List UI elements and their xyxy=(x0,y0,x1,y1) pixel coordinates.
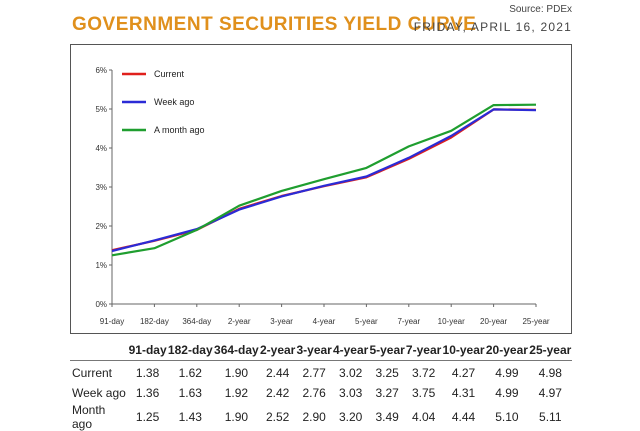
table-row: Month ago 1.25 1.43 1.90 2.52 2.90 3.20 … xyxy=(70,403,572,431)
x-tick-label: 4-year xyxy=(313,317,336,326)
table-cell: 3.75 xyxy=(411,386,436,400)
table-cell: 1.25 xyxy=(135,410,160,424)
legend-label-current: Current xyxy=(154,69,185,79)
x-tick-label: 364-day xyxy=(182,317,211,326)
y-tick-label: 0% xyxy=(95,300,107,309)
table-corner xyxy=(70,340,128,361)
y-tick-label: 2% xyxy=(95,222,107,231)
table-cell: 3.20 xyxy=(338,410,363,424)
table-cell: 3.72 xyxy=(411,366,436,380)
chart-frame xyxy=(70,44,572,334)
table-cell: 1.38 xyxy=(135,366,160,380)
yield-curve-chart: 0% 1% 2% 3% 4% 5% 6% 91-day 182-day 364-day 2-year… xyxy=(95,66,549,326)
table-cell: 1.43 xyxy=(178,410,202,424)
y-tick-label: 3% xyxy=(95,183,107,192)
table-header: 10-year xyxy=(441,340,486,361)
table-header-row: 91-day 182-day 364-day 2-year 3-year 4-y… xyxy=(70,340,572,361)
legend-label-week-ago: Week ago xyxy=(154,97,194,107)
table-header: 5-year xyxy=(368,340,406,361)
table-row: Current 1.38 1.62 1.90 2.44 2.77 3.02 3.… xyxy=(70,361,572,384)
yield-table: 91-day 182-day 364-day 2-year 3-year 4-y… xyxy=(70,340,572,431)
table-header: 3-year xyxy=(295,340,333,361)
date-label: FRIDAY, APRIL 16, 2021 xyxy=(413,20,572,34)
table-header: 91-day xyxy=(128,340,168,361)
x-tick-label: 5-year xyxy=(355,317,378,326)
table-cell: 4.44 xyxy=(451,410,476,424)
table-cell: 2.52 xyxy=(266,410,290,424)
table-cell: 3.02 xyxy=(338,366,363,380)
table-row: Week ago 1.36 1.63 1.92 2.42 2.76 3.03 3… xyxy=(70,383,572,403)
table-header: 182-day xyxy=(167,340,214,361)
x-tick-label: 91-day xyxy=(100,317,124,326)
table-cell: 4.98 xyxy=(538,366,562,380)
x-tick-label: 7-year xyxy=(397,317,420,326)
table-cell: 2.76 xyxy=(302,386,326,400)
x-tick-label: 25-year xyxy=(522,317,549,326)
x-tick-label: 2-year xyxy=(228,317,251,326)
table-cell: 1.36 xyxy=(135,386,160,400)
table-cell: 4.27 xyxy=(451,366,476,380)
table-cell: 3.49 xyxy=(375,410,399,424)
table-cell: 2.90 xyxy=(302,410,326,424)
y-tick-label: 1% xyxy=(95,261,107,270)
row-label: Month ago xyxy=(72,403,106,431)
y-tick-label: 5% xyxy=(95,105,107,114)
row-label: Current xyxy=(72,366,113,380)
row-label: Week ago xyxy=(72,386,126,400)
table-header: 25-year xyxy=(528,340,572,361)
table-cell: 1.90 xyxy=(224,366,249,380)
chart-title: GOVERNMENT SECURITIES YIELD CURVE xyxy=(72,14,477,35)
table-cell: 1.62 xyxy=(178,366,202,380)
source-label: Source: PDEx xyxy=(509,4,572,15)
table-cell: 2.77 xyxy=(302,366,326,380)
table-header: 364-day xyxy=(213,340,260,361)
table-cell: 4.31 xyxy=(451,386,476,400)
table-cell: 2.42 xyxy=(266,386,290,400)
legend-label-a-month-ago: A month ago xyxy=(154,125,205,135)
table-cell: 1.92 xyxy=(224,386,249,400)
table-cell: 3.27 xyxy=(375,386,399,400)
table-cell: 4.97 xyxy=(538,386,562,400)
table-cell: 3.03 xyxy=(338,386,363,400)
x-tick-label: 10-year xyxy=(438,317,465,326)
x-tick-label: 182-day xyxy=(140,317,169,326)
x-tick-label: 3-year xyxy=(270,317,293,326)
table-cell: 1.63 xyxy=(178,386,202,400)
table-cell: 3.25 xyxy=(375,366,399,380)
table-cell: 5.11 xyxy=(539,410,562,424)
table-header: 2-year xyxy=(259,340,296,361)
table-cell: 5.10 xyxy=(495,410,519,424)
table-cell: 4.04 xyxy=(411,410,436,424)
table-header: 7-year xyxy=(405,340,442,361)
table-cell: 2.44 xyxy=(266,366,290,380)
x-tick-label: 20-year xyxy=(480,317,507,326)
series-line-a-month-ago xyxy=(111,103,537,257)
table-cell: 4.99 xyxy=(495,386,519,400)
table-header: 20-year xyxy=(485,340,529,361)
table-header: 4-year xyxy=(332,340,369,361)
table-cell: 4.99 xyxy=(495,366,519,380)
y-tick-label: 6% xyxy=(95,66,107,75)
y-tick-label: 4% xyxy=(95,144,107,153)
series-line-week-ago xyxy=(111,108,537,253)
table-cell: 1.90 xyxy=(224,410,249,424)
